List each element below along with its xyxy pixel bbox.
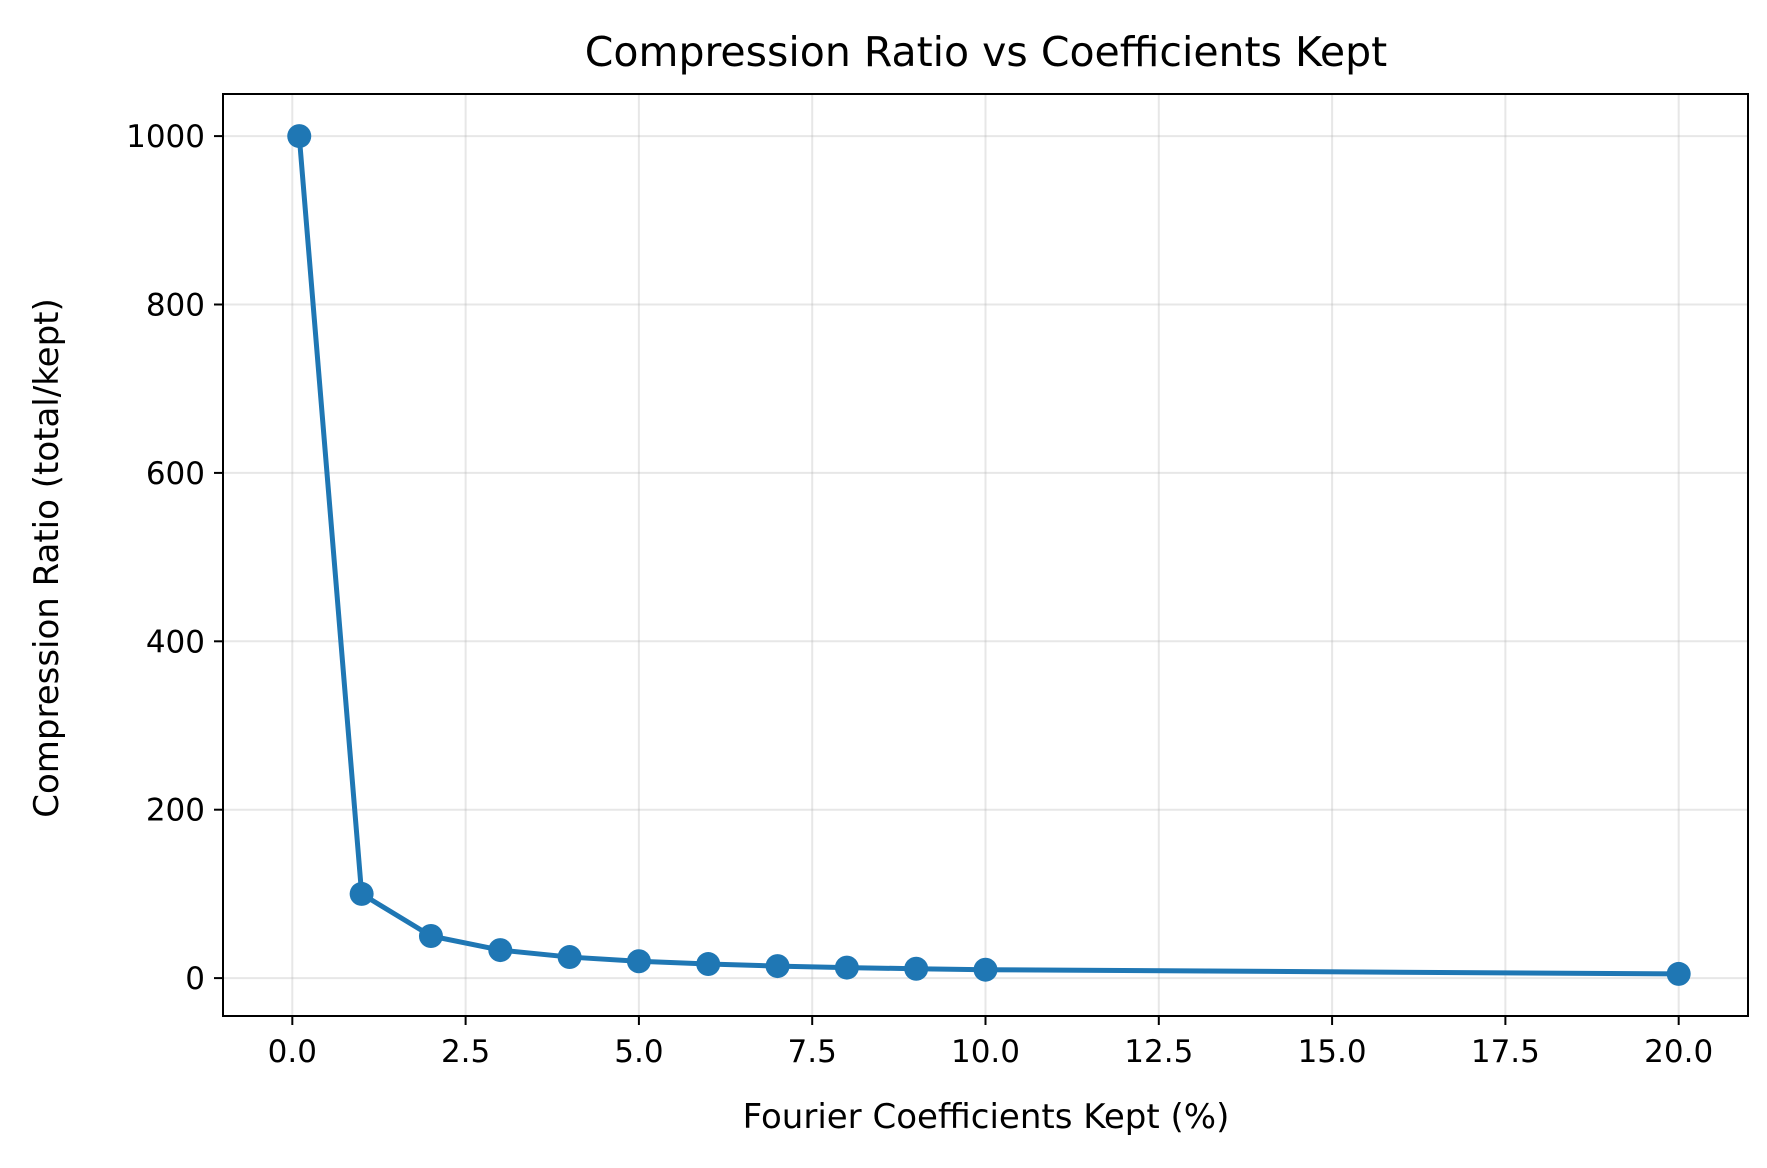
y-axis-label: Compression Ratio (total/kept) bbox=[27, 298, 67, 818]
y-tick-label: 200 bbox=[146, 793, 205, 829]
data-point bbox=[349, 881, 374, 906]
data-point bbox=[765, 954, 790, 979]
grid-lines bbox=[223, 94, 1748, 1016]
data-point bbox=[696, 952, 721, 977]
x-tick-label: 5.0 bbox=[614, 1034, 663, 1070]
x-tick-label: 0.0 bbox=[268, 1034, 317, 1070]
chart-title: Compression Ratio vs Coefficients Kept bbox=[585, 28, 1387, 76]
y-tick-label: 0 bbox=[185, 961, 205, 997]
x-tick-label: 12.5 bbox=[1124, 1034, 1193, 1070]
data-point bbox=[904, 956, 929, 981]
y-tick-label: 600 bbox=[146, 456, 205, 492]
x-tick-label: 17.5 bbox=[1471, 1034, 1540, 1070]
data-point bbox=[973, 957, 998, 982]
series-layer bbox=[287, 124, 1691, 986]
data-point bbox=[1666, 961, 1691, 986]
y-axis-ticks: 0 200 400 600 800 1000 bbox=[126, 119, 223, 997]
y-tick-label: 1000 bbox=[126, 119, 205, 155]
data-point bbox=[418, 924, 443, 949]
data-point bbox=[557, 945, 582, 970]
y-tick-label: 800 bbox=[146, 288, 205, 324]
x-tick-label: 7.5 bbox=[788, 1034, 837, 1070]
x-tick-label: 15.0 bbox=[1298, 1034, 1367, 1070]
x-axis-ticks: 0.0 2.5 5.0 7.5 10.0 12.5 15.0 17.5 20.0 bbox=[268, 1016, 1713, 1070]
x-tick-label: 20.0 bbox=[1644, 1034, 1713, 1070]
y-tick-label: 400 bbox=[146, 624, 205, 660]
data-point bbox=[834, 955, 859, 980]
data-point bbox=[488, 938, 513, 963]
x-tick-label: 10.0 bbox=[951, 1034, 1020, 1070]
x-axis-label: Fourier Coefficients Kept (%) bbox=[743, 1097, 1230, 1137]
x-tick-label: 2.5 bbox=[441, 1034, 490, 1070]
data-point bbox=[287, 124, 312, 149]
data-point bbox=[626, 949, 651, 974]
